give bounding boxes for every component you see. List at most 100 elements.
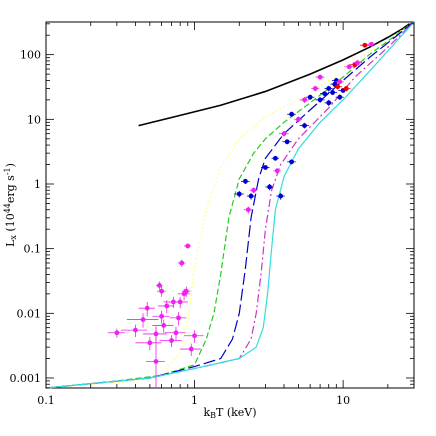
data-point [265,183,274,191]
data-point [184,243,192,249]
data-point [278,130,289,137]
data-marker [161,323,167,328]
y-axis-label: Lx (1044erg s-1) [3,163,18,247]
data-point [121,324,148,338]
data-marker [179,260,185,266]
data-marker [144,305,150,311]
data-point [249,187,258,194]
data-point [184,330,204,343]
data-marker [114,330,120,336]
data-point [177,259,186,268]
data-marker [245,207,251,213]
data-point [243,206,253,214]
data-point [335,94,344,100]
data-point [327,90,338,95]
data-marker [281,131,287,137]
data-marker [140,317,146,322]
data-point [333,84,342,90]
data-point [240,178,250,184]
data-point [320,91,329,96]
data-point [107,328,125,338]
y-tick-label: 0.001 [10,372,42,385]
data-marker [274,168,280,174]
data-marker [164,303,170,309]
data-point [315,74,325,80]
data-marker [183,288,189,294]
data-point [135,337,162,351]
data-point [171,296,188,309]
data-point [335,79,344,85]
model-curve-3 [45,21,415,389]
axis-ticks: 0.1 1 10 0.001 0.01 0.1 1 10 100 [10,22,415,407]
data-point [282,139,292,145]
data-point [273,168,281,174]
data-points [107,41,376,388]
data-marker [251,187,257,193]
data-point [159,335,182,348]
data-marker [153,359,159,364]
data-marker [362,42,368,48]
x-axis-label: kBT (keV) [203,406,256,420]
data-marker [284,139,290,145]
data-marker [317,97,323,103]
data-point [126,313,159,328]
data-point [155,281,163,290]
data-point [181,286,191,297]
data-marker [368,41,374,47]
model-curve-5 [45,21,415,389]
data-point [287,159,296,165]
data-point [341,85,351,92]
data-marker [289,111,295,117]
data-marker [317,74,323,80]
data-marker [176,315,181,321]
data-marker [267,184,273,190]
plot-frame [45,21,415,389]
data-marker [302,97,307,103]
data-point [143,328,167,341]
y-tick-label: 0.1 [24,243,42,256]
data-point [180,343,201,356]
data-marker [188,346,194,352]
model-curves [45,21,415,389]
data-point [344,64,354,70]
model-curve-4 [45,21,415,389]
data-point [164,326,186,341]
data-point [352,60,363,66]
x-tick-label: 1 [191,394,198,407]
data-marker [185,243,191,249]
data-marker [337,94,343,100]
data-marker [330,90,336,95]
y-tick-label: 100 [20,49,41,62]
data-marker [157,283,162,288]
data-marker [159,288,165,294]
data-marker [337,79,343,85]
y-tick-label: 1 [34,178,41,191]
data-marker [307,94,313,100]
model-curve-1 [138,23,411,127]
x-tick-label: 0.1 [37,394,55,407]
data-point [305,94,315,100]
data-marker [169,338,174,343]
data-point [138,301,155,317]
data-marker [133,327,138,333]
y-tick-label: 0.01 [17,307,42,320]
data-marker [326,100,332,106]
data-marker [173,330,179,336]
data-marker [343,86,349,91]
data-marker [263,165,268,170]
data-point [311,85,320,92]
model-curve-2 [45,21,415,389]
data-marker [153,331,159,337]
data-marker [243,178,248,184]
data-point [324,99,333,107]
data-marker [278,193,284,199]
data-marker [147,340,153,346]
data-marker [248,193,254,199]
data-point [152,319,174,333]
data-marker [272,155,278,161]
data-marker [192,333,197,339]
data-marker [312,86,318,91]
data-point [287,111,296,117]
data-point [157,286,166,297]
